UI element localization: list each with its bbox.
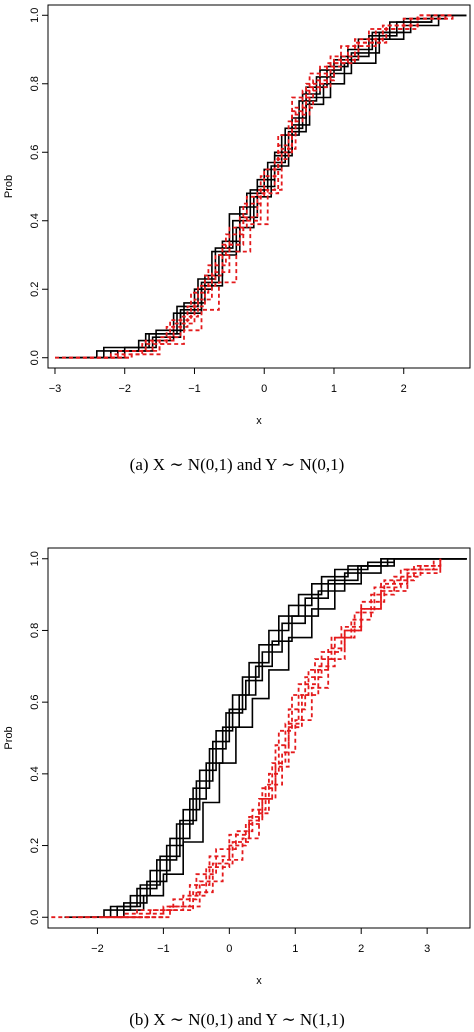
y-tick-label: 0.6 [29,145,41,160]
y-tick-label: 0.0 [29,350,41,365]
y-tick-label: 0.8 [29,76,41,91]
ecdf-line-x [64,558,467,918]
x-tick-label: −1 [188,383,201,395]
x-tick-label: 1 [292,943,298,955]
x-tick-label: 3 [424,943,430,955]
caption-a: (a) X ∼ N(0,1) and Y ∼ N(0,1) [129,455,345,474]
x-tick-label: −3 [49,383,62,395]
x-axis-label: x [256,975,262,987]
y-tick-label: 1.0 [29,8,41,23]
x-tick-label: 0 [226,943,232,955]
ecdf-line-y [89,14,453,359]
y-axis-label: Prob [3,726,15,749]
x-tick-label: 2 [401,383,407,395]
ecdf-line-y [68,15,447,359]
x-axis-label: x [256,415,262,427]
ecdf-line-x [77,558,467,918]
y-tick-label: 0.2 [29,282,41,297]
x-tick-label: −2 [118,383,131,395]
x-tick-label: −2 [91,943,104,955]
y-tick-label: 0.8 [29,623,41,638]
chart-panel-b: 0.0 0.2 0.4 0.6 0.8 1.0 −2 −1 0 1 2 3 x Prob [3,547,471,987]
ecdf-line-y [130,558,442,919]
x-tick-label: 2 [358,943,364,955]
y-tick-label: 0.4 [29,213,41,228]
ecdf-line-y [55,15,447,359]
ecdf-line-x [90,558,467,918]
y-axis-label: Prob [3,175,15,198]
ecdf-line-y [62,15,454,359]
ecdf-line-y [117,558,442,919]
ecdf-line-x [84,558,467,918]
ecdf-line-x [75,14,467,359]
y-tick-label: 0.4 [29,766,41,781]
series-group [51,558,467,919]
x-tick-label: −1 [157,943,170,955]
y-tick-label: 0.0 [29,910,41,925]
chart-panel-a: 0.0 0.2 0.4 0.6 0.8 1.0 −3 −2 −1 0 1 2 x Prob [3,4,471,427]
y-tick-label: 1.0 [29,551,41,566]
x-tick-label: 1 [331,383,337,395]
ecdf-line-y [104,558,442,919]
y-tick-label: 0.6 [29,695,41,710]
ecdf-line-x [97,558,467,918]
series-group [55,14,467,359]
y-tick-label: 0.2 [29,838,41,853]
ecdf-line-y [51,558,435,919]
caption-b: (b) X ∼ N(0,1) and Y ∼ N(1,1) [129,1010,345,1029]
plot-frame [47,4,471,369]
plot-frame [47,547,471,929]
x-tick-label: 0 [261,383,267,395]
ecdf-line-y [77,558,442,919]
